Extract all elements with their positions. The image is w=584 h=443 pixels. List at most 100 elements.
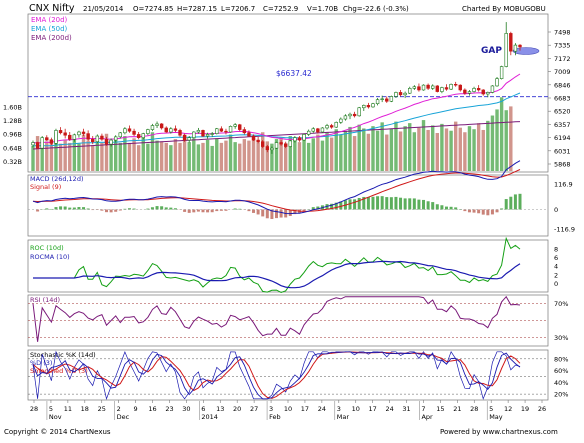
macd-histogram-bar [390,197,393,209]
price-tick-label: 7172 [554,55,571,63]
price-tick-label: 6846 [554,81,571,89]
volume-bar [362,128,365,171]
x-day-label: 9 [134,405,138,413]
candle-body [445,88,448,90]
candle-body [330,126,333,128]
macd-tick-label: 116.9 [554,181,573,189]
volume-bar [298,142,301,171]
candle-body [248,133,251,136]
candle-body [271,148,274,150]
x-day-label: 13 [216,405,224,413]
macd-histogram-bar [280,210,283,218]
candle-body [114,137,117,140]
candle-body [509,33,512,51]
price-tick-label: 6357 [554,121,571,129]
candle-body [362,105,365,107]
candle-body [169,129,172,132]
rsi-tick-label: 70% [554,300,568,308]
macd-histogram-bar [404,198,407,209]
volume-bar [321,141,324,171]
volume-bar [505,110,508,171]
price-tick-label: 6031 [554,147,571,155]
volume-bar [449,131,452,171]
volume-bar [243,139,246,171]
price-tick-label: 7009 [554,68,571,76]
rsi-label: RSI (14d) [30,296,60,304]
price-tick-label: 6520 [554,108,571,116]
header-high: H=7287.15 [177,5,217,13]
candle-body [165,128,168,132]
volume-bar [247,141,250,171]
volume-bar [353,136,356,171]
volume-bar [399,131,402,171]
candle-body [307,131,310,134]
candle-body [321,128,324,132]
candle-body [82,132,85,134]
candle-body [96,136,99,142]
x-day-label: 16 [148,405,156,413]
x-month-label: Mar [337,413,350,421]
volume-bar [468,126,471,171]
roc-tick-label: 0 [554,280,558,288]
macd-histogram-bar [201,210,204,213]
macd-histogram-bar [64,207,67,210]
roc-tick-label: 6 [554,254,558,262]
volume-bar [206,140,209,171]
candle-body [87,134,90,140]
candle-body [211,134,214,135]
candle-body [349,114,352,116]
x-day-label: 10 [352,405,360,413]
candle-body [395,92,398,96]
macd-histogram-bar [160,206,163,209]
candle-body [234,125,237,127]
candle-body [183,135,186,140]
candle-body [238,125,241,130]
legend-ema20: EMA (20d) [31,16,68,24]
volume-bar [454,122,457,171]
candle-body [55,130,58,143]
candle-body [436,86,439,92]
volume-bar [256,142,259,171]
macd-histogram-bar [440,205,443,209]
macd-histogram-bar [473,210,476,213]
volume-bar [146,144,149,171]
macd-histogram-bar [266,210,269,219]
volume-bar [229,135,232,171]
candle-body [110,140,113,144]
macd-tick-label: -116.9 [554,226,575,234]
candle-body [376,100,379,104]
macd-histogram-bar [73,208,76,210]
candle-body [289,141,292,147]
candle-body [468,92,471,94]
legend-ema200: EMA (200d) [31,34,72,42]
macd-histogram-bar [353,199,356,209]
candle-body [353,114,356,116]
x-day-label: 24 [385,405,393,413]
header-symbol: CNX Nifty [29,3,75,14]
x-day-label: 7 [421,405,425,413]
x-month-label: Dec [117,413,130,421]
volume-bar [233,142,236,171]
candle-body [477,88,480,90]
candle-body [105,139,108,144]
candle-body [257,140,260,142]
candle-body [137,134,140,137]
candle-body [367,105,370,107]
macd-histogram-bar [509,197,512,210]
candle-body [293,138,296,141]
stoch-tick-label: 80% [554,355,568,363]
macd-histogram-bar [505,199,508,209]
candle-body [192,132,195,138]
macd-histogram-bar [486,210,489,216]
x-month-label: May [489,413,503,421]
header-open: O=7274.85 [133,5,173,13]
volume-bar [422,120,425,171]
volume-bar [325,132,328,171]
x-day-label: 20 [233,405,241,413]
x-day-label: 3 [337,405,341,413]
candle-body [156,124,159,126]
header-close: C=7252.9 [263,5,298,13]
x-day-label: 23 [165,405,173,413]
volume-bar [119,143,122,171]
